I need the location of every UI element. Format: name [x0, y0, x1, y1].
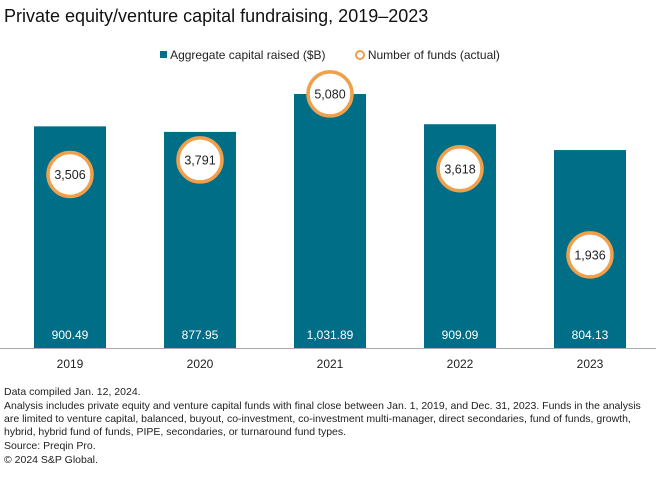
legend-circle-label: Number of funds (actual) — [367, 47, 500, 62]
x-tick-label: 2023 — [577, 357, 604, 371]
fund-count-marker-2022 — [436, 145, 484, 193]
legend-bar-swatch — [160, 51, 168, 59]
bar-value-label: 877.95 — [182, 328, 219, 342]
chart-title: Private equity/venture capital fundraisi… — [4, 6, 429, 26]
note-copyright: © 2024 S&P Global. — [4, 454, 98, 466]
fund-count-label: 3,791 — [184, 153, 215, 167]
plot-area: 900.49 2019 3,506 877.95 2020 3,791 1,031.89 20… — [0, 70, 656, 371]
bar-value-label: 900.49 — [52, 328, 89, 342]
bar-value-label: 804.13 — [572, 328, 609, 342]
note-analysis: Analysis includes private equity and ven… — [4, 400, 641, 438]
bar-2021 — [294, 94, 366, 348]
footnotes: Data compiled Jan. 12, 2024. Analysis in… — [4, 386, 658, 468]
bar-value-label: 909.09 — [442, 328, 479, 342]
fund-count-marker-2019 — [46, 150, 94, 199]
bar-value-label: 1,031.89 — [307, 328, 354, 342]
x-tick-label: 2020 — [187, 357, 214, 371]
fund-count-marker-2021 — [306, 70, 354, 118]
fund-count-label: 1,936 — [574, 248, 605, 262]
legend-circle-swatch — [354, 49, 365, 60]
legend: Aggregate capital raised ($B) Number of … — [0, 47, 660, 62]
x-tick-label: 2019 — [57, 357, 84, 371]
fund-count-label: 3,618 — [444, 162, 475, 176]
fund-count-label: 3,506 — [54, 168, 85, 182]
fund-count-marker-2023 — [566, 231, 614, 279]
fund-count-label: 5,080 — [314, 87, 345, 101]
x-tick-label: 2021 — [317, 357, 344, 371]
note-source: Source: Preqin Pro. — [4, 440, 96, 452]
note-compiled: Data compiled Jan. 12, 2024. — [4, 386, 141, 398]
x-tick-label: 2022 — [447, 357, 474, 371]
legend-bar-label: Aggregate capital raised ($B) — [170, 47, 326, 62]
fund-count-marker-2020 — [176, 136, 224, 184]
